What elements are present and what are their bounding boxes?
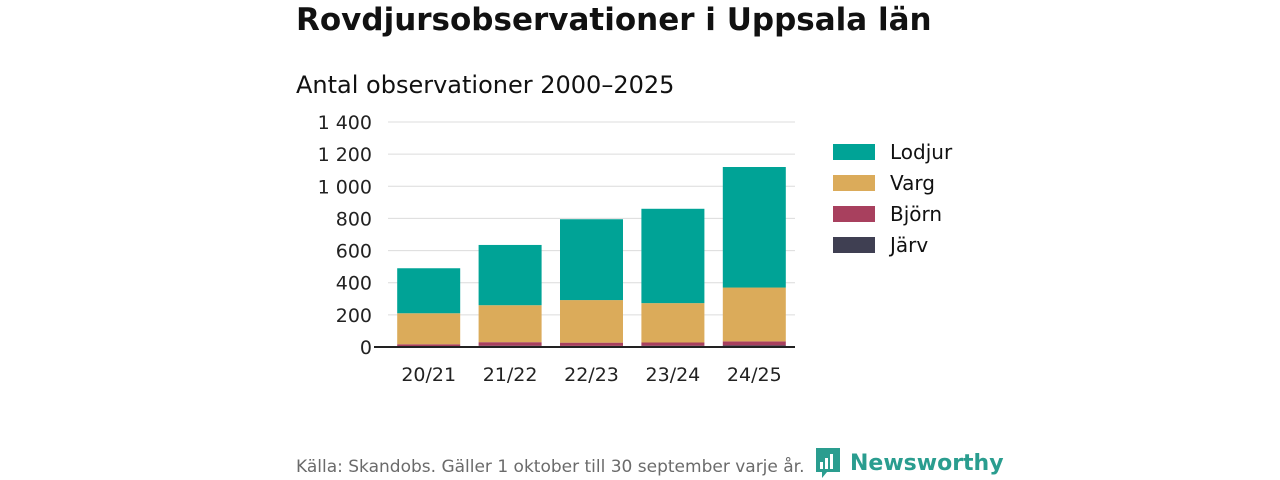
bar-lodjur-20-21 <box>397 268 461 314</box>
bar-lodjur-22-23 <box>560 219 623 301</box>
legend-label: Lodjur <box>890 140 953 164</box>
source-note: Källa: Skandobs. Gäller 1 oktober till 3… <box>296 457 805 477</box>
y-tick-label: 1 000 <box>318 176 372 198</box>
legend-swatch-bj-rn <box>833 206 875 222</box>
bar-bj-rn-22-23 <box>560 342 623 346</box>
stacked-bar-chart: 0 200 400 600 800 1 000 1 200 1 400 20/21 21/22 22… <box>318 112 953 386</box>
x-tick-label: 21/22 <box>483 364 538 386</box>
x-tick-label: 24/25 <box>727 364 782 386</box>
bar-lodjur-21-22 <box>478 244 542 306</box>
bar-varg-24-25 <box>722 287 786 342</box>
bar-bj-rn-23-24 <box>641 342 705 346</box>
bar-bj-rn-24-25 <box>722 341 786 346</box>
x-tick-label: 22/23 <box>564 364 619 386</box>
x-tick-label: 20/21 <box>401 364 456 386</box>
y-tick-label: 800 <box>336 208 372 230</box>
chart-subtitle: Antal observationer 2000–2025 <box>296 71 675 99</box>
y-tick-label: 600 <box>336 241 372 263</box>
bar-varg-21-22 <box>478 305 542 343</box>
y-tick-label: 400 <box>336 273 372 295</box>
brand-name: Newsworthy <box>850 450 1004 476</box>
brand-logo[interactable]: Newsworthy <box>814 446 1004 480</box>
bar-varg-22-23 <box>560 300 623 343</box>
bar-lodjur-23-24 <box>641 208 705 304</box>
bar-bj-rn-20-21 <box>397 344 461 347</box>
legend-swatch-lodjur <box>833 144 875 160</box>
legend-label: Varg <box>890 171 935 195</box>
y-tick-label: 0 <box>360 337 372 359</box>
legend-swatch-j-rv <box>833 237 875 253</box>
legend-swatch-varg <box>833 175 875 191</box>
newsworthy-logo-icon <box>816 448 840 478</box>
legend-label: Järv <box>888 233 928 257</box>
bar-lodjur-24-25 <box>722 167 786 288</box>
x-tick-label: 23/24 <box>646 364 701 386</box>
y-tick-label: 1 200 <box>318 144 372 166</box>
legend-label: Björn <box>890 202 942 226</box>
bar-bj-rn-21-22 <box>478 342 542 346</box>
y-tick-label: 1 400 <box>318 112 372 134</box>
bar-varg-20-21 <box>397 313 461 345</box>
bar-varg-23-24 <box>641 303 705 343</box>
chart-title: Rovdjursobservationer i Uppsala län <box>296 2 932 38</box>
y-tick-label: 200 <box>336 305 372 327</box>
